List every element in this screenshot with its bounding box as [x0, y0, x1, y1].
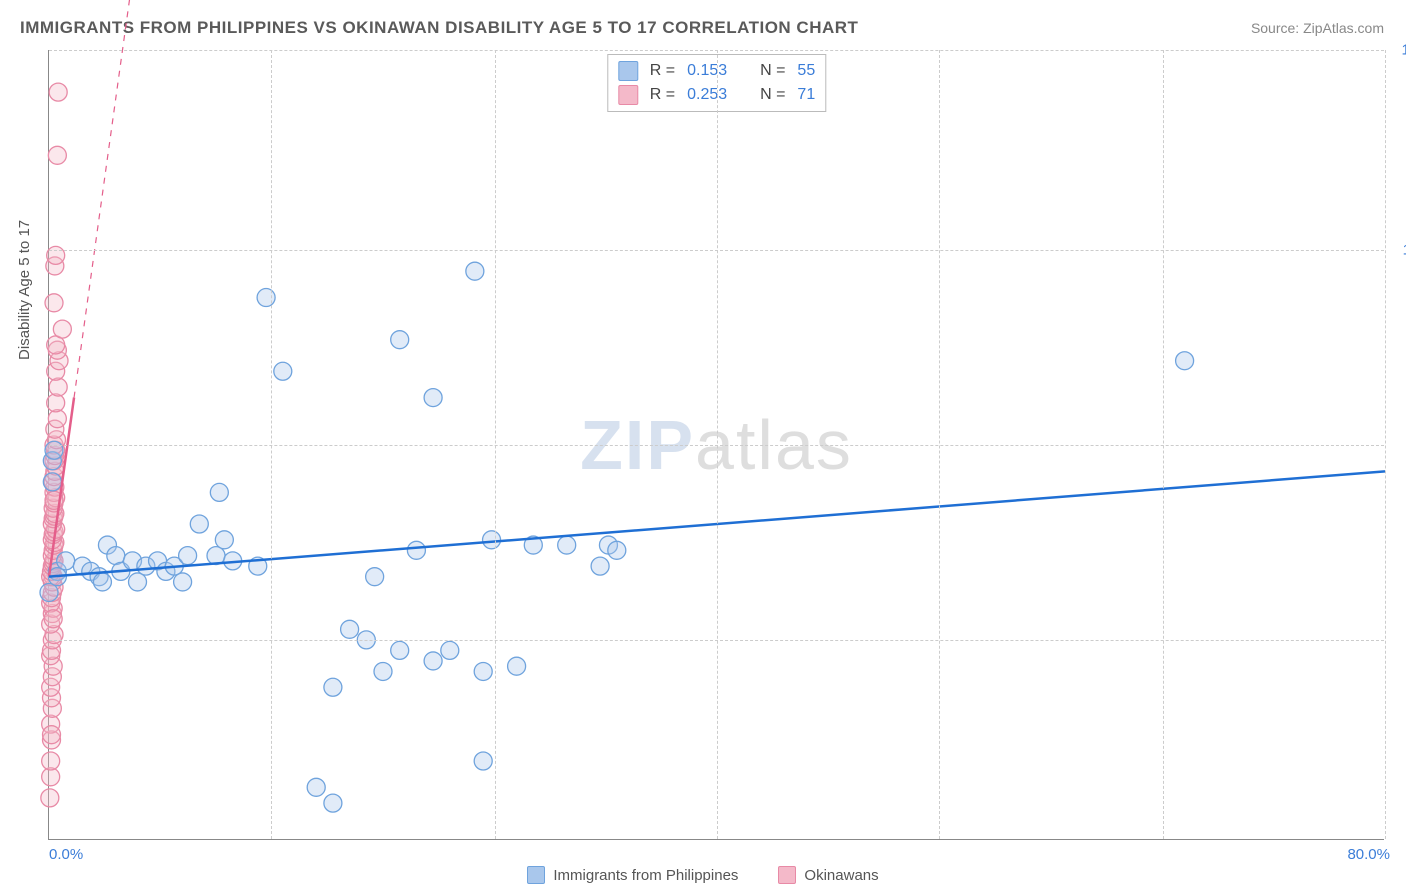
point-philippines: [307, 778, 325, 796]
point-okinawan: [47, 394, 65, 412]
point-philippines: [341, 620, 359, 638]
grid-line-v: [717, 50, 718, 839]
grid-line-v: [495, 50, 496, 839]
plot-area: ZIPatlas R = 0.153 N = 55 R = 0.253 N = …: [48, 50, 1384, 840]
point-philippines: [93, 573, 111, 591]
point-philippines: [179, 547, 197, 565]
point-okinawan: [41, 789, 59, 807]
grid-line-v: [1385, 50, 1386, 839]
bottom-legend: Immigrants from Philippines Okinawans: [0, 866, 1406, 884]
point-okinawan: [53, 320, 71, 338]
y-tick-label: 15.0%: [1389, 42, 1406, 59]
point-philippines: [483, 531, 501, 549]
point-philippines: [591, 557, 609, 575]
point-okinawan: [48, 146, 66, 164]
y-axis-title: Disability Age 5 to 17: [16, 220, 33, 360]
source-label: Source:: [1251, 20, 1299, 36]
legend-label-philippines: Immigrants from Philippines: [553, 867, 738, 884]
point-philippines: [474, 662, 492, 680]
legend-item-okinawans: Okinawans: [778, 866, 878, 884]
point-philippines: [1176, 352, 1194, 370]
x-tick-label-max: 80.0%: [1347, 846, 1390, 863]
point-philippines: [608, 541, 626, 559]
chart-title: IMMIGRANTS FROM PHILIPPINES VS OKINAWAN …: [20, 18, 858, 38]
point-philippines: [210, 483, 228, 501]
legend-item-philippines: Immigrants from Philippines: [527, 866, 738, 884]
point-okinawan: [42, 752, 60, 770]
source-value: ZipAtlas.com: [1303, 20, 1384, 36]
source-attribution: Source: ZipAtlas.com: [1251, 20, 1384, 36]
legend-label-okinawans: Okinawans: [804, 867, 878, 884]
point-philippines: [324, 794, 342, 812]
point-philippines: [374, 662, 392, 680]
point-philippines: [508, 657, 526, 675]
legend-swatch-okinawans: [778, 866, 796, 884]
point-okinawan: [43, 726, 61, 744]
point-philippines: [324, 678, 342, 696]
grid-line-v: [939, 50, 940, 839]
x-tick-label-min: 0.0%: [49, 846, 83, 863]
point-okinawan: [49, 83, 67, 101]
y-tick-label: 11.2%: [1389, 242, 1406, 259]
y-tick-label: 7.5%: [1389, 437, 1406, 454]
y-tick-label: 3.8%: [1389, 631, 1406, 648]
point-philippines: [424, 389, 442, 407]
point-philippines: [215, 531, 233, 549]
point-philippines: [274, 362, 292, 380]
point-philippines: [129, 573, 147, 591]
grid-line-v: [1163, 50, 1164, 839]
point-philippines: [391, 331, 409, 349]
point-philippines: [257, 289, 275, 307]
point-philippines: [174, 573, 192, 591]
point-philippines: [424, 652, 442, 670]
point-philippines: [474, 752, 492, 770]
trend-okinawan-dashed: [74, 0, 141, 398]
point-philippines: [407, 541, 425, 559]
point-philippines: [391, 641, 409, 659]
point-philippines: [558, 536, 576, 554]
point-philippines: [441, 641, 459, 659]
point-okinawan: [49, 378, 67, 396]
point-philippines: [366, 568, 384, 586]
point-philippines: [40, 583, 58, 601]
point-okinawan: [45, 294, 63, 312]
grid-line-v: [271, 50, 272, 839]
point-philippines: [190, 515, 208, 533]
point-okinawan: [44, 610, 62, 628]
point-philippines: [57, 552, 75, 570]
legend-swatch-philippines: [527, 866, 545, 884]
point-philippines: [43, 473, 61, 491]
point-philippines: [466, 262, 484, 280]
point-okinawan: [47, 246, 65, 264]
point-philippines: [45, 441, 63, 459]
